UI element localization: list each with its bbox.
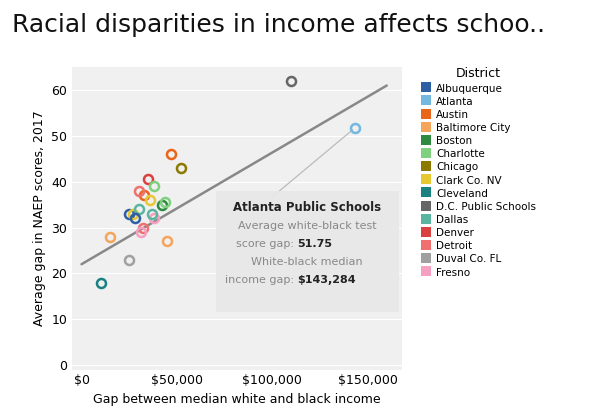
Text: $143,284: $143,284 xyxy=(297,276,356,286)
Text: Racial disparities in income affects schoo..: Racial disparities in income affects sch… xyxy=(12,13,545,37)
Text: 51.75: 51.75 xyxy=(297,239,332,249)
Legend: Albuquerque, Atlanta, Austin, Baltimore City, Boston, Charlotte, Chicago, Clark : Albuquerque, Atlanta, Austin, Baltimore … xyxy=(421,66,537,278)
X-axis label: Gap between median white and black income: Gap between median white and black incom… xyxy=(93,393,381,406)
Text: score gap:: score gap: xyxy=(236,239,297,249)
Text: income gap:: income gap: xyxy=(225,276,297,286)
Text: White-black median: White-black median xyxy=(251,257,363,267)
Y-axis label: Average gap in NAEP scores, 2017: Average gap in NAEP scores, 2017 xyxy=(32,110,46,326)
Text: Atlanta Public Schools: Atlanta Public Schools xyxy=(233,201,381,214)
Text: Average white-black test: Average white-black test xyxy=(238,221,376,231)
FancyBboxPatch shape xyxy=(215,191,398,312)
